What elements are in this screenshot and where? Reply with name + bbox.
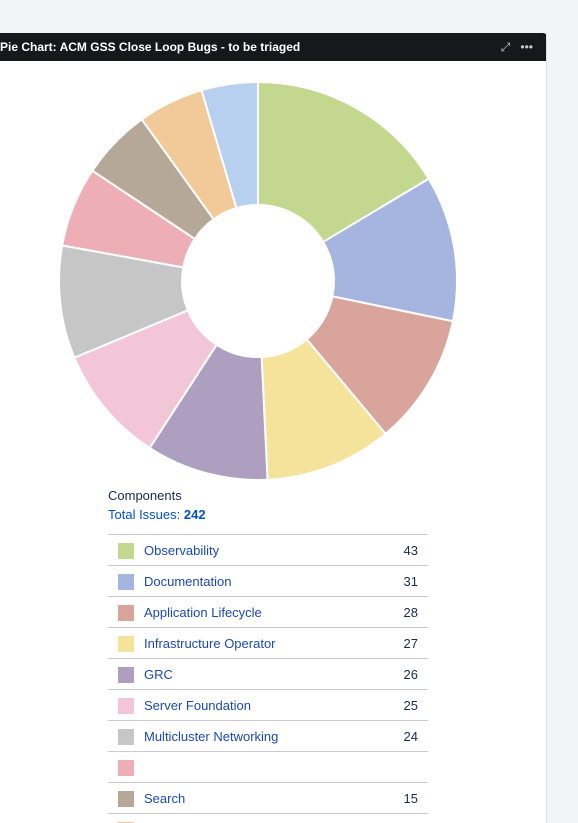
legend-label[interactable]: Observability bbox=[144, 543, 220, 558]
pie-slice[interactable] bbox=[321, 177, 458, 323]
legend-row: Infrastructure Operator 27 bbox=[108, 627, 428, 658]
legend-row bbox=[108, 751, 428, 782]
legend-table: Observability 43 Documentation 31 Applicatio… bbox=[108, 534, 428, 823]
pie-slice[interactable] bbox=[257, 80, 431, 244]
gadget-title: Pie Chart: ACM GSS Close Loop Bugs - to … bbox=[0, 40, 301, 54]
legend-row: Application Lifecycle 28 bbox=[108, 596, 428, 627]
legend-swatch bbox=[118, 667, 134, 683]
legend-value: 26 bbox=[403, 667, 418, 682]
legend-row: Server Foundation 25 bbox=[108, 689, 428, 720]
total-value: 242 bbox=[183, 507, 206, 522]
legend-value: 43 bbox=[403, 543, 418, 558]
legend-swatch bbox=[118, 791, 134, 807]
legend-value: 15 bbox=[403, 791, 418, 806]
legend-label[interactable]: Infrastructure Operator bbox=[144, 636, 276, 651]
legend-total: Total Issues: 242 bbox=[108, 507, 206, 522]
legend-row: Cluster Lifecycle14 bbox=[108, 813, 428, 823]
legend-swatch bbox=[118, 574, 134, 590]
legend-label[interactable]: Multicluster Networking bbox=[144, 729, 279, 744]
more-icon[interactable]: ••• bbox=[520, 40, 533, 54]
pie-chart-gadget: Pie Chart: ACM GSS Close Loop Bugs - to … bbox=[0, 33, 547, 823]
legend-swatch bbox=[118, 605, 134, 621]
legend-value: 24 bbox=[403, 729, 418, 744]
expand-icon[interactable]: ⤢ bbox=[500, 40, 511, 54]
legend-swatch bbox=[118, 760, 134, 776]
pie-slice[interactable] bbox=[200, 80, 259, 210]
legend-value: 28 bbox=[403, 605, 418, 620]
legend-label[interactable]: Search bbox=[144, 791, 186, 806]
legend-swatch bbox=[118, 698, 134, 714]
legend-swatch bbox=[118, 543, 134, 559]
gadget-header: Pie Chart: ACM GSS Close Loop Bugs - to … bbox=[0, 33, 546, 61]
legend-swatch bbox=[118, 636, 134, 652]
legend-row: Observability 43 bbox=[108, 534, 428, 565]
legend-value: 25 bbox=[403, 698, 418, 713]
legend-label[interactable]: Application Lifecycle bbox=[144, 605, 262, 620]
header-icons: ⤢ ••• bbox=[501, 33, 533, 61]
pie-chart bbox=[58, 80, 458, 481]
legend-label[interactable]: GRC bbox=[144, 667, 173, 682]
legend-title: Components bbox=[108, 488, 182, 503]
legend-row: Documentation 31 bbox=[108, 565, 428, 596]
legend-row: Multicluster Networking 24 bbox=[108, 720, 428, 751]
total-label: Total Issues: bbox=[108, 507, 181, 522]
legend-row: GRC 26 bbox=[108, 658, 428, 689]
legend-label[interactable]: Documentation bbox=[144, 574, 232, 589]
legend-value: 27 bbox=[403, 636, 418, 651]
legend-swatch bbox=[118, 729, 134, 745]
legend-row: Search 15 bbox=[108, 782, 428, 813]
legend-value: 31 bbox=[403, 574, 418, 589]
legend-label[interactable]: Server Foundation bbox=[144, 698, 251, 713]
